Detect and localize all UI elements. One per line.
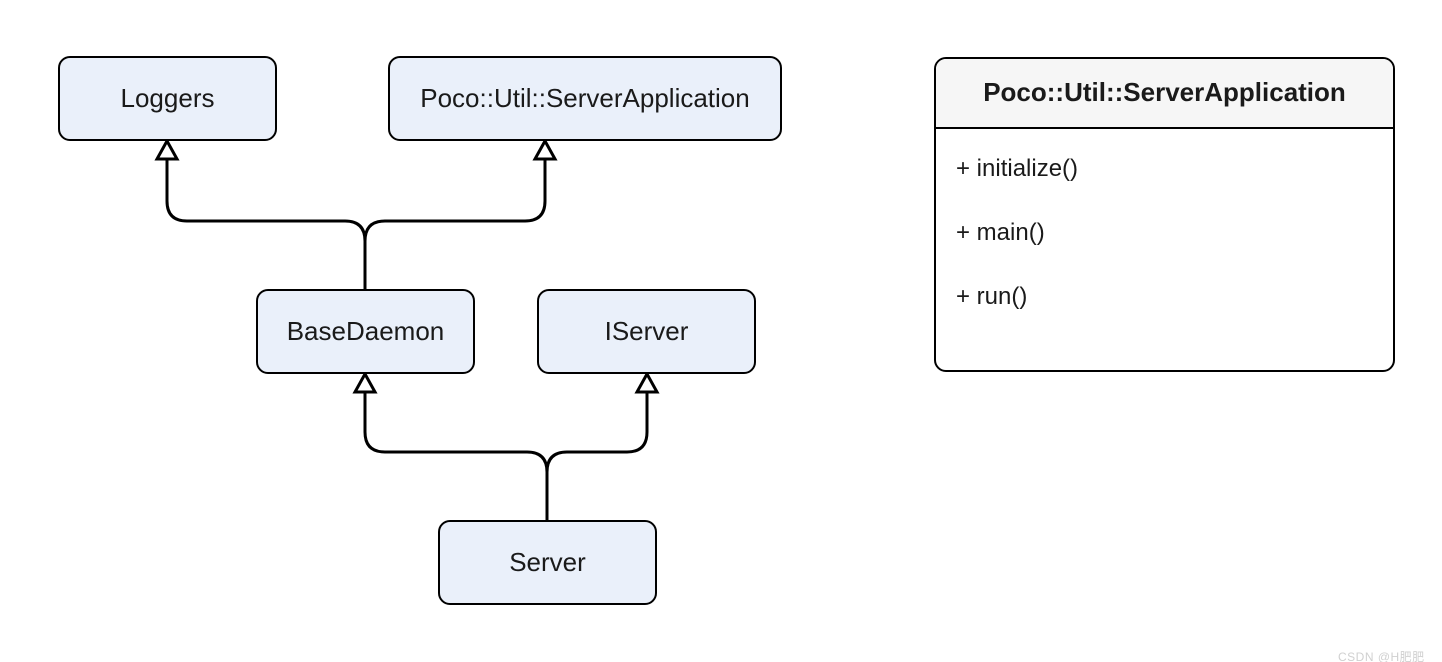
- node-poco-server-application: Poco::Util::ServerApplication: [388, 56, 782, 141]
- uml-class-box: Poco::Util::ServerApplication + initiali…: [934, 57, 1395, 372]
- watermark-text: CSDN @H肥肥: [1338, 650, 1425, 662]
- node-loggers-label: Loggers: [121, 83, 215, 114]
- node-server: Server: [438, 520, 657, 605]
- watermark: CSDN @H肥肥: [1338, 648, 1425, 662]
- edge: [547, 392, 647, 520]
- uml-class-title-text: Poco::Util::ServerApplication: [983, 77, 1346, 107]
- generalization-arrowhead-icon: [355, 374, 375, 392]
- uml-method: + initialize(): [956, 137, 1373, 201]
- generalization-arrowhead-icon: [157, 141, 177, 159]
- uml-method: + main(): [956, 201, 1373, 265]
- node-iserver-label: IServer: [605, 316, 689, 347]
- node-base-daemon-label: BaseDaemon: [287, 316, 445, 347]
- node-loggers: Loggers: [58, 56, 277, 141]
- node-server-label: Server: [509, 547, 586, 578]
- uml-class-body: + initialize() + main() + run(): [936, 129, 1393, 349]
- uml-method: + run(): [956, 265, 1373, 329]
- generalization-arrowhead-icon: [535, 141, 555, 159]
- edge: [167, 159, 365, 289]
- edge: [365, 159, 545, 289]
- generalization-arrowhead-icon: [637, 374, 657, 392]
- node-poco-server-application-label: Poco::Util::ServerApplication: [420, 83, 749, 114]
- uml-class-title: Poco::Util::ServerApplication: [936, 59, 1393, 129]
- node-iserver: IServer: [537, 289, 756, 374]
- node-base-daemon: BaseDaemon: [256, 289, 475, 374]
- edge: [365, 392, 547, 520]
